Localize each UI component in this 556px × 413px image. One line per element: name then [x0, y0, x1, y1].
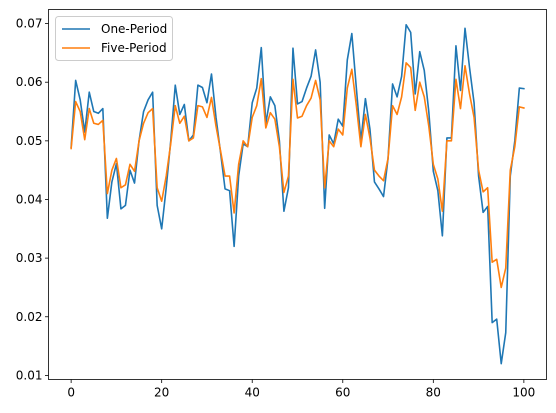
- legend: One-Period Five-Period: [55, 16, 173, 61]
- y-tick-label: 0.06: [16, 75, 43, 89]
- x-axis-ticks: 0 20 40 60 80 100: [67, 379, 535, 400]
- x-tick-label: 0: [67, 386, 75, 400]
- y-tick-label: 0.05: [16, 134, 43, 148]
- axes-frame: [48, 9, 547, 380]
- series-line-five-period: [70, 62, 525, 289]
- legend-label-one-period: One-Period: [101, 22, 167, 36]
- y-axis-ticks: 0.01 0.02 0.03 0.04 0.05 0.06 0.07: [16, 17, 49, 382]
- x-tick-label: 20: [154, 386, 169, 400]
- x-tick-label: 40: [245, 386, 260, 400]
- y-tick-label: 0.01: [16, 368, 43, 382]
- x-tick-label: 60: [335, 386, 350, 400]
- series-line-one-period: [70, 23, 525, 365]
- x-tick-label: 80: [426, 386, 441, 400]
- legend-frame: [55, 16, 173, 61]
- y-tick-label: 0.07: [16, 17, 43, 31]
- x-tick-label: 100: [512, 386, 535, 400]
- y-tick-label: 0.03: [16, 251, 43, 265]
- y-tick-label: 0.04: [16, 192, 43, 206]
- series-layer: [70, 23, 525, 365]
- plot-area: 0 20 40 60 80 100 0.010.020.030.040.050.060.0…: [16, 9, 547, 400]
- legend-label-five-period: Five-Period: [101, 41, 167, 55]
- y-tick-label: 0.02: [16, 310, 43, 324]
